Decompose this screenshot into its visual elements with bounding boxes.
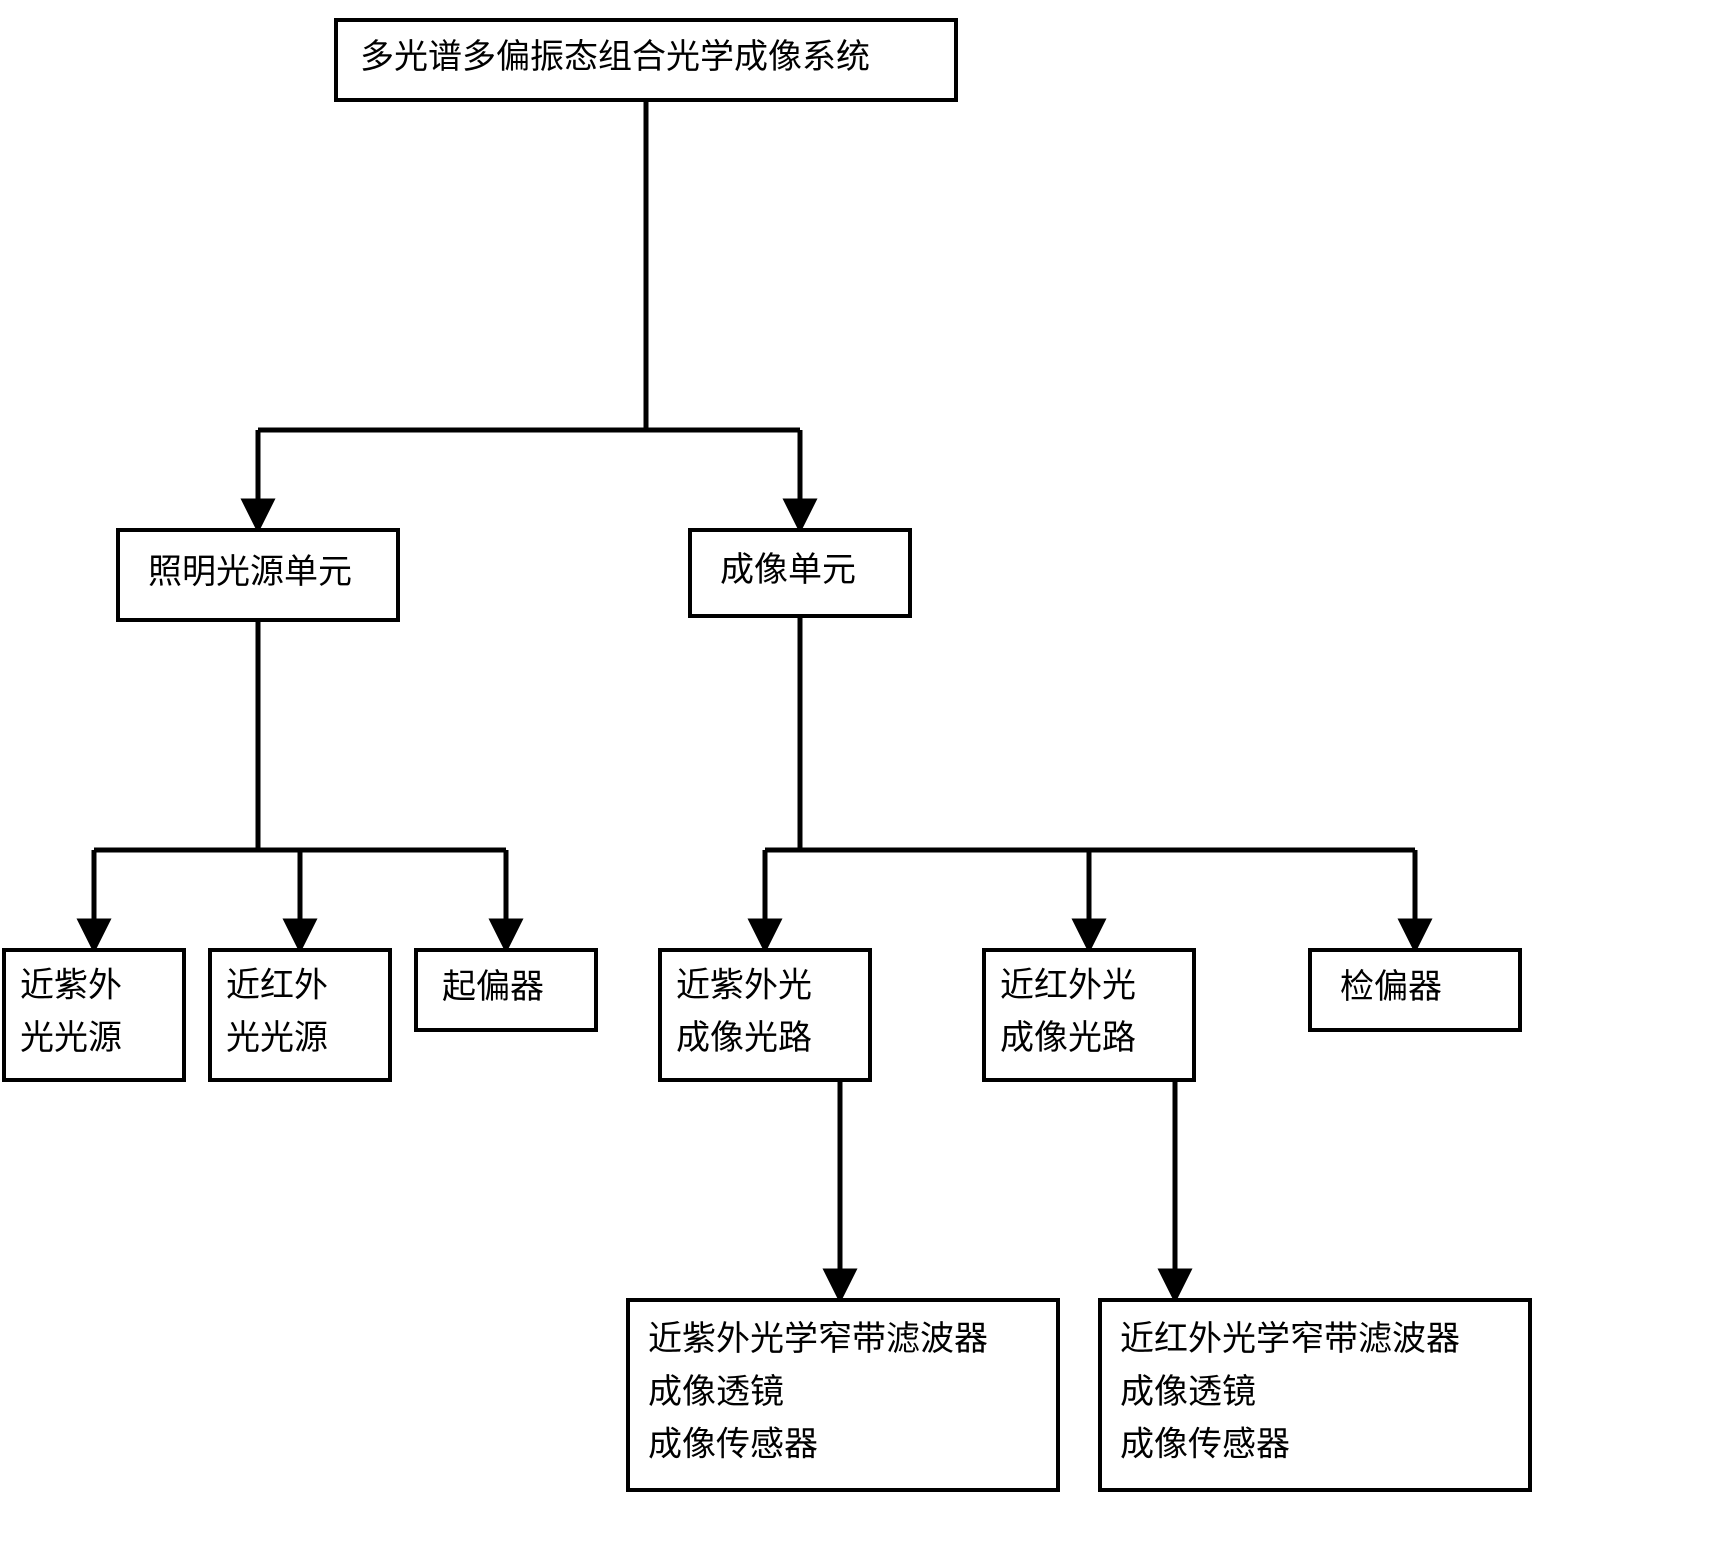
node-uv_detail-line-2: 成像传感器 — [648, 1425, 818, 1463]
node-uv_source-line-1: 光光源 — [20, 1019, 122, 1057]
node-ir_source-line-0: 近红外 — [226, 966, 328, 1004]
node-uv_detail-line-1: 成像透镜 — [648, 1373, 784, 1411]
node-ir_path-line-0: 近红外光 — [1000, 966, 1136, 1004]
edges-layer — [94, 100, 1415, 1300]
node-analyzer: 检偏器 — [1310, 950, 1520, 1030]
node-ir_path-line-1: 成像光路 — [1000, 1019, 1136, 1057]
node-imaging_unit-line-0: 成像单元 — [720, 551, 856, 589]
node-ir_detail-line-1: 成像透镜 — [1120, 1373, 1256, 1411]
node-imaging_unit: 成像单元 — [690, 530, 910, 616]
node-polarizer-line-0: 起偏器 — [442, 968, 544, 1006]
node-uv_path-line-1: 成像光路 — [676, 1019, 812, 1057]
node-uv_path-line-0: 近紫外光 — [676, 966, 812, 1004]
node-ir_detail-line-2: 成像传感器 — [1120, 1425, 1290, 1463]
edge-2 — [765, 616, 1415, 950]
node-uv_source-line-0: 近紫外 — [20, 966, 122, 1004]
node-light_unit-line-0: 照明光源单元 — [148, 553, 352, 591]
node-uv_source: 近紫外光光源 — [4, 950, 184, 1080]
node-ir_source: 近红外光光源 — [210, 950, 390, 1080]
node-ir_detail: 近红外光学窄带滤波器成像透镜成像传感器 — [1100, 1300, 1530, 1490]
diagram-canvas: 多光谱多偏振态组合光学成像系统照明光源单元成像单元近紫外光光源近红外光光源起偏器… — [0, 0, 1736, 1558]
nodes-layer: 多光谱多偏振态组合光学成像系统照明光源单元成像单元近紫外光光源近红外光光源起偏器… — [4, 20, 1530, 1490]
edge-0 — [258, 100, 800, 530]
node-uv_detail-line-0: 近紫外光学窄带滤波器 — [648, 1320, 988, 1358]
node-light_unit: 照明光源单元 — [118, 530, 398, 620]
node-root-line-0: 多光谱多偏振态组合光学成像系统 — [360, 38, 870, 76]
node-uv_path: 近紫外光成像光路 — [660, 950, 870, 1080]
node-ir_source-line-1: 光光源 — [226, 1019, 328, 1057]
node-analyzer-line-0: 检偏器 — [1340, 968, 1442, 1006]
node-root: 多光谱多偏振态组合光学成像系统 — [336, 20, 956, 100]
node-polarizer: 起偏器 — [416, 950, 596, 1030]
node-ir_detail-line-0: 近红外光学窄带滤波器 — [1120, 1320, 1460, 1358]
node-uv_detail: 近紫外光学窄带滤波器成像透镜成像传感器 — [628, 1300, 1058, 1490]
edge-1 — [94, 620, 506, 950]
node-ir_path: 近红外光成像光路 — [984, 950, 1194, 1080]
